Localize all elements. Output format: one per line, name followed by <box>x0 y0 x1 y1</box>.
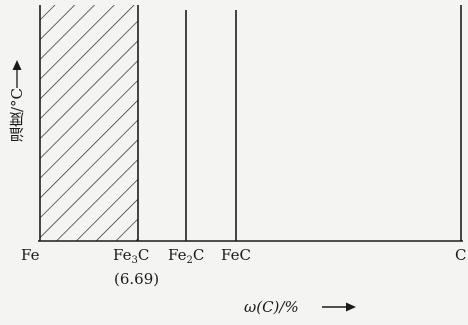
y-axis-label: 温度/°C <box>7 88 26 143</box>
x-label-fe3c: Fe3C <box>113 248 149 266</box>
x-label-fe: Fe <box>21 246 40 264</box>
x-label-fe3c-value: (6.69) <box>114 270 160 288</box>
y-axis-arrow-icon <box>12 60 22 88</box>
x-label-fe3c-main: Fe <box>113 246 132 264</box>
x-label-fe3c-end: C <box>137 246 150 264</box>
x-axis-label-text: ω(C)/% <box>244 298 299 316</box>
fe-fe3c-hatched-region <box>40 5 138 241</box>
x-label-fe2c-main: Fe <box>168 246 187 264</box>
x-label-fe3c-sub: 3 <box>131 255 138 266</box>
x-label-fe2c-end: C <box>192 246 205 264</box>
page-background <box>170 0 468 230</box>
y-axis-label-group: 温度/°C <box>2 58 32 228</box>
x-axis-arrowhead <box>346 302 356 312</box>
x-label-fec: FeC <box>221 246 251 264</box>
x-axis-label: ω(C)/% <box>244 300 299 315</box>
x-label-fe2c-sub: 2 <box>186 255 193 266</box>
x-label-fe2c: Fe2C <box>168 248 204 266</box>
x-label-c: C <box>455 246 467 264</box>
